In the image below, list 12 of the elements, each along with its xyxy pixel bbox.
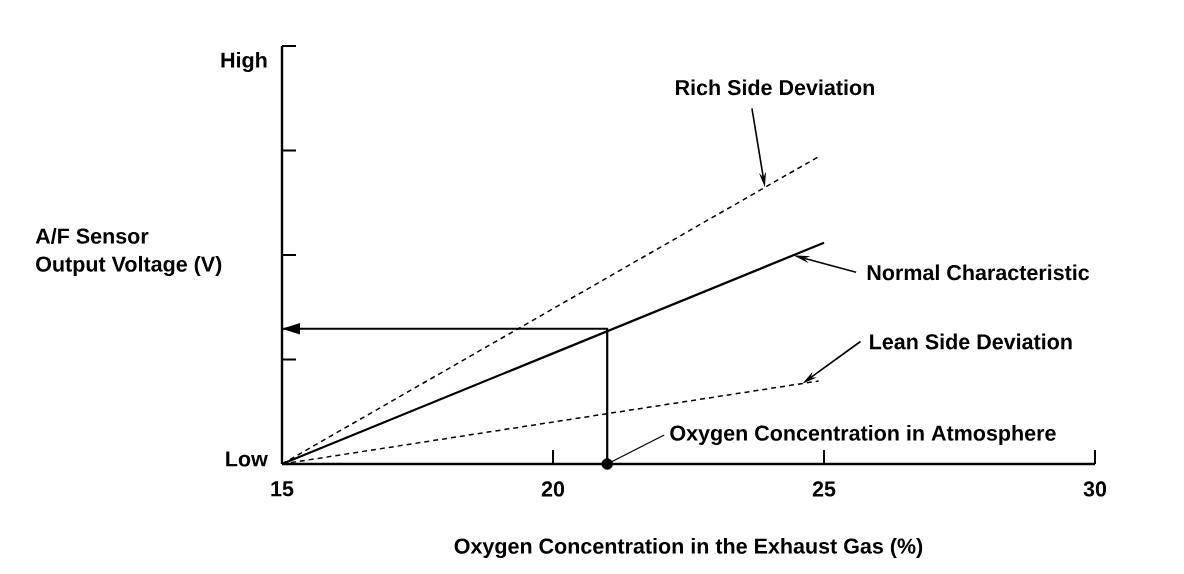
text: Rich Side Deviation bbox=[676, 79, 874, 96]
y-axis-title: A/F Sensor Output Voltage (V) bbox=[35, 227, 222, 277]
x-tick-label: 30 bbox=[1083, 481, 1107, 497]
annotation: Oxygen Concentration in Atmosphere bbox=[670, 424, 1056, 446]
x-tick-label: 20 bbox=[541, 481, 565, 497]
legend-label: Normal Characteristic bbox=[867, 264, 1090, 281]
text: High bbox=[221, 51, 267, 73]
x-axis-title: Oxygen Concentration in the Exhaust Gas (%) bbox=[454, 537, 923, 559]
x-tick-label: 15 bbox=[271, 481, 294, 497]
text: Lean Side Deviation bbox=[870, 333, 1072, 350]
x-tick-label: 25 bbox=[812, 481, 836, 497]
text: Low bbox=[226, 451, 268, 467]
